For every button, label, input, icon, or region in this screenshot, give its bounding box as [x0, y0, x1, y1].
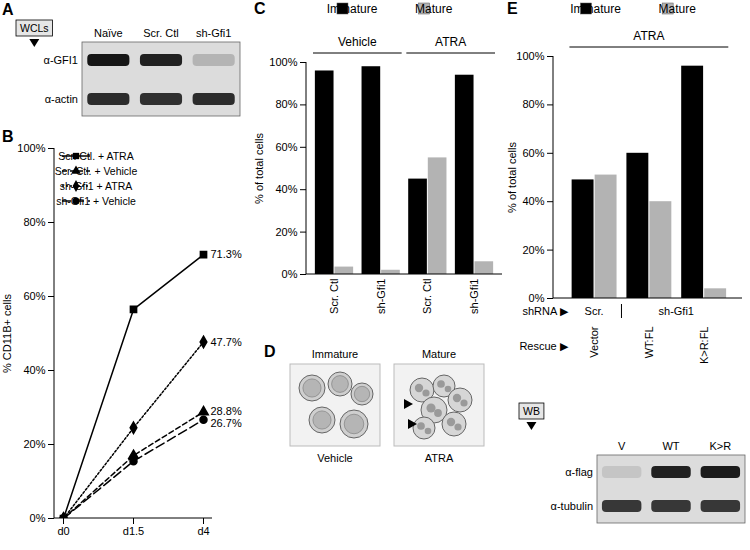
svg-text:40%: 40% — [522, 195, 544, 207]
svg-text:100%: 100% — [516, 50, 544, 62]
svg-text:40%: 40% — [275, 183, 297, 195]
svg-text:Scr. Ctl. + Vehicle: Scr. Ctl. + Vehicle — [55, 165, 138, 177]
svg-text:100%: 100% — [269, 56, 297, 68]
svg-text:Vehicle: Vehicle — [317, 452, 352, 464]
svg-text:WB: WB — [523, 405, 540, 417]
svg-text:shRNA ▶: shRNA ▶ — [522, 305, 568, 317]
html-text:E: E — [507, 0, 518, 17]
svg-text:80%: 80% — [23, 216, 45, 228]
svg-text:d4: d4 — [197, 525, 209, 537]
svg-text:Mature: Mature — [422, 348, 456, 360]
svg-text:47.7%: 47.7% — [211, 336, 242, 348]
svg-text:Mature: Mature — [415, 2, 453, 16]
svg-text:0%: 0% — [529, 292, 545, 304]
svg-text:Scr. Ctl: Scr. Ctl — [421, 279, 433, 314]
svg-text:Naïve: Naïve — [94, 27, 123, 39]
svg-text:Immature: Immature — [327, 2, 378, 16]
svg-text:WCLs: WCLs — [20, 22, 49, 34]
svg-text:ATRA: ATRA — [633, 29, 664, 43]
svg-text:Scr.: Scr. — [585, 305, 604, 317]
svg-text:71.3%: 71.3% — [211, 248, 242, 260]
svg-text:WT: WT — [662, 440, 679, 452]
svg-text:28.8%: 28.8% — [211, 405, 242, 417]
svg-text:α-tubulin: α-tubulin — [551, 500, 593, 512]
svg-text:Scr. Ctl: Scr. Ctl — [143, 27, 178, 39]
svg-text:20%: 20% — [522, 244, 544, 256]
svg-text:Scr. Ctl: Scr. Ctl — [328, 279, 340, 314]
svg-text:ATRA: ATRA — [435, 35, 466, 49]
svg-text:Scr. Ctl. + ATRA: Scr. Ctl. + ATRA — [58, 150, 133, 162]
svg-text:80%: 80% — [522, 98, 544, 110]
svg-text:26.7%: 26.7% — [211, 417, 242, 429]
svg-text:% CD11B+ cells: % CD11B+ cells — [1, 294, 13, 373]
svg-text:20%: 20% — [23, 438, 45, 450]
svg-text:d1.5: d1.5 — [123, 525, 144, 537]
svg-text:A: A — [2, 1, 14, 18]
svg-text:60%: 60% — [275, 141, 297, 153]
svg-text:0%: 0% — [30, 512, 46, 524]
svg-text:60%: 60% — [522, 147, 544, 159]
svg-text:d0: d0 — [57, 525, 69, 537]
svg-text:α-flag: α-flag — [565, 466, 593, 478]
svg-text:20%: 20% — [275, 226, 297, 238]
html-text:B: B — [2, 128, 14, 145]
svg-text:Mature: Mature — [658, 2, 696, 16]
svg-text:40%: 40% — [23, 364, 45, 376]
svg-text:Vehicle: Vehicle — [338, 35, 377, 49]
svg-text:α-actin: α-actin — [45, 93, 78, 105]
svg-text:α-GFI1: α-GFI1 — [44, 54, 78, 66]
svg-text:60%: 60% — [23, 290, 45, 302]
svg-text:% of total cells: % of total cells — [506, 142, 518, 213]
svg-text:Immature: Immature — [312, 348, 358, 360]
svg-text:K>R: K>R — [709, 440, 731, 452]
svg-text:sh-Gfi1: sh-Gfi1 — [375, 279, 387, 314]
svg-text:K>R:FL: K>R:FL — [698, 327, 710, 365]
svg-text:Rescue ▶: Rescue ▶ — [519, 340, 568, 352]
svg-text:0%: 0% — [282, 268, 298, 280]
svg-text:ATRA: ATRA — [425, 452, 454, 464]
svg-text:sh-Gfi1 + ATRA: sh-Gfi1 + ATRA — [60, 180, 132, 192]
html-text:C: C — [254, 0, 266, 17]
svg-text:sh-Gfi1: sh-Gfi1 — [659, 305, 694, 317]
svg-text:Immature: Immature — [570, 2, 621, 16]
svg-text:% of total cells: % of total cells — [253, 133, 265, 204]
svg-text:V: V — [618, 440, 626, 452]
svg-text:WT:FL: WT:FL — [643, 327, 655, 359]
svg-text:100%: 100% — [17, 142, 45, 154]
svg-text:sh-Gfi1: sh-Gfi1 — [196, 27, 231, 39]
svg-text:sh-Gfi1: sh-Gfi1 — [468, 279, 480, 314]
svg-text:80%: 80% — [275, 98, 297, 110]
svg-text:D: D — [264, 343, 276, 360]
svg-text:Vector: Vector — [588, 326, 600, 358]
svg-text:sh-Gfi1 + Vehicle: sh-Gfi1 + Vehicle — [56, 195, 136, 207]
